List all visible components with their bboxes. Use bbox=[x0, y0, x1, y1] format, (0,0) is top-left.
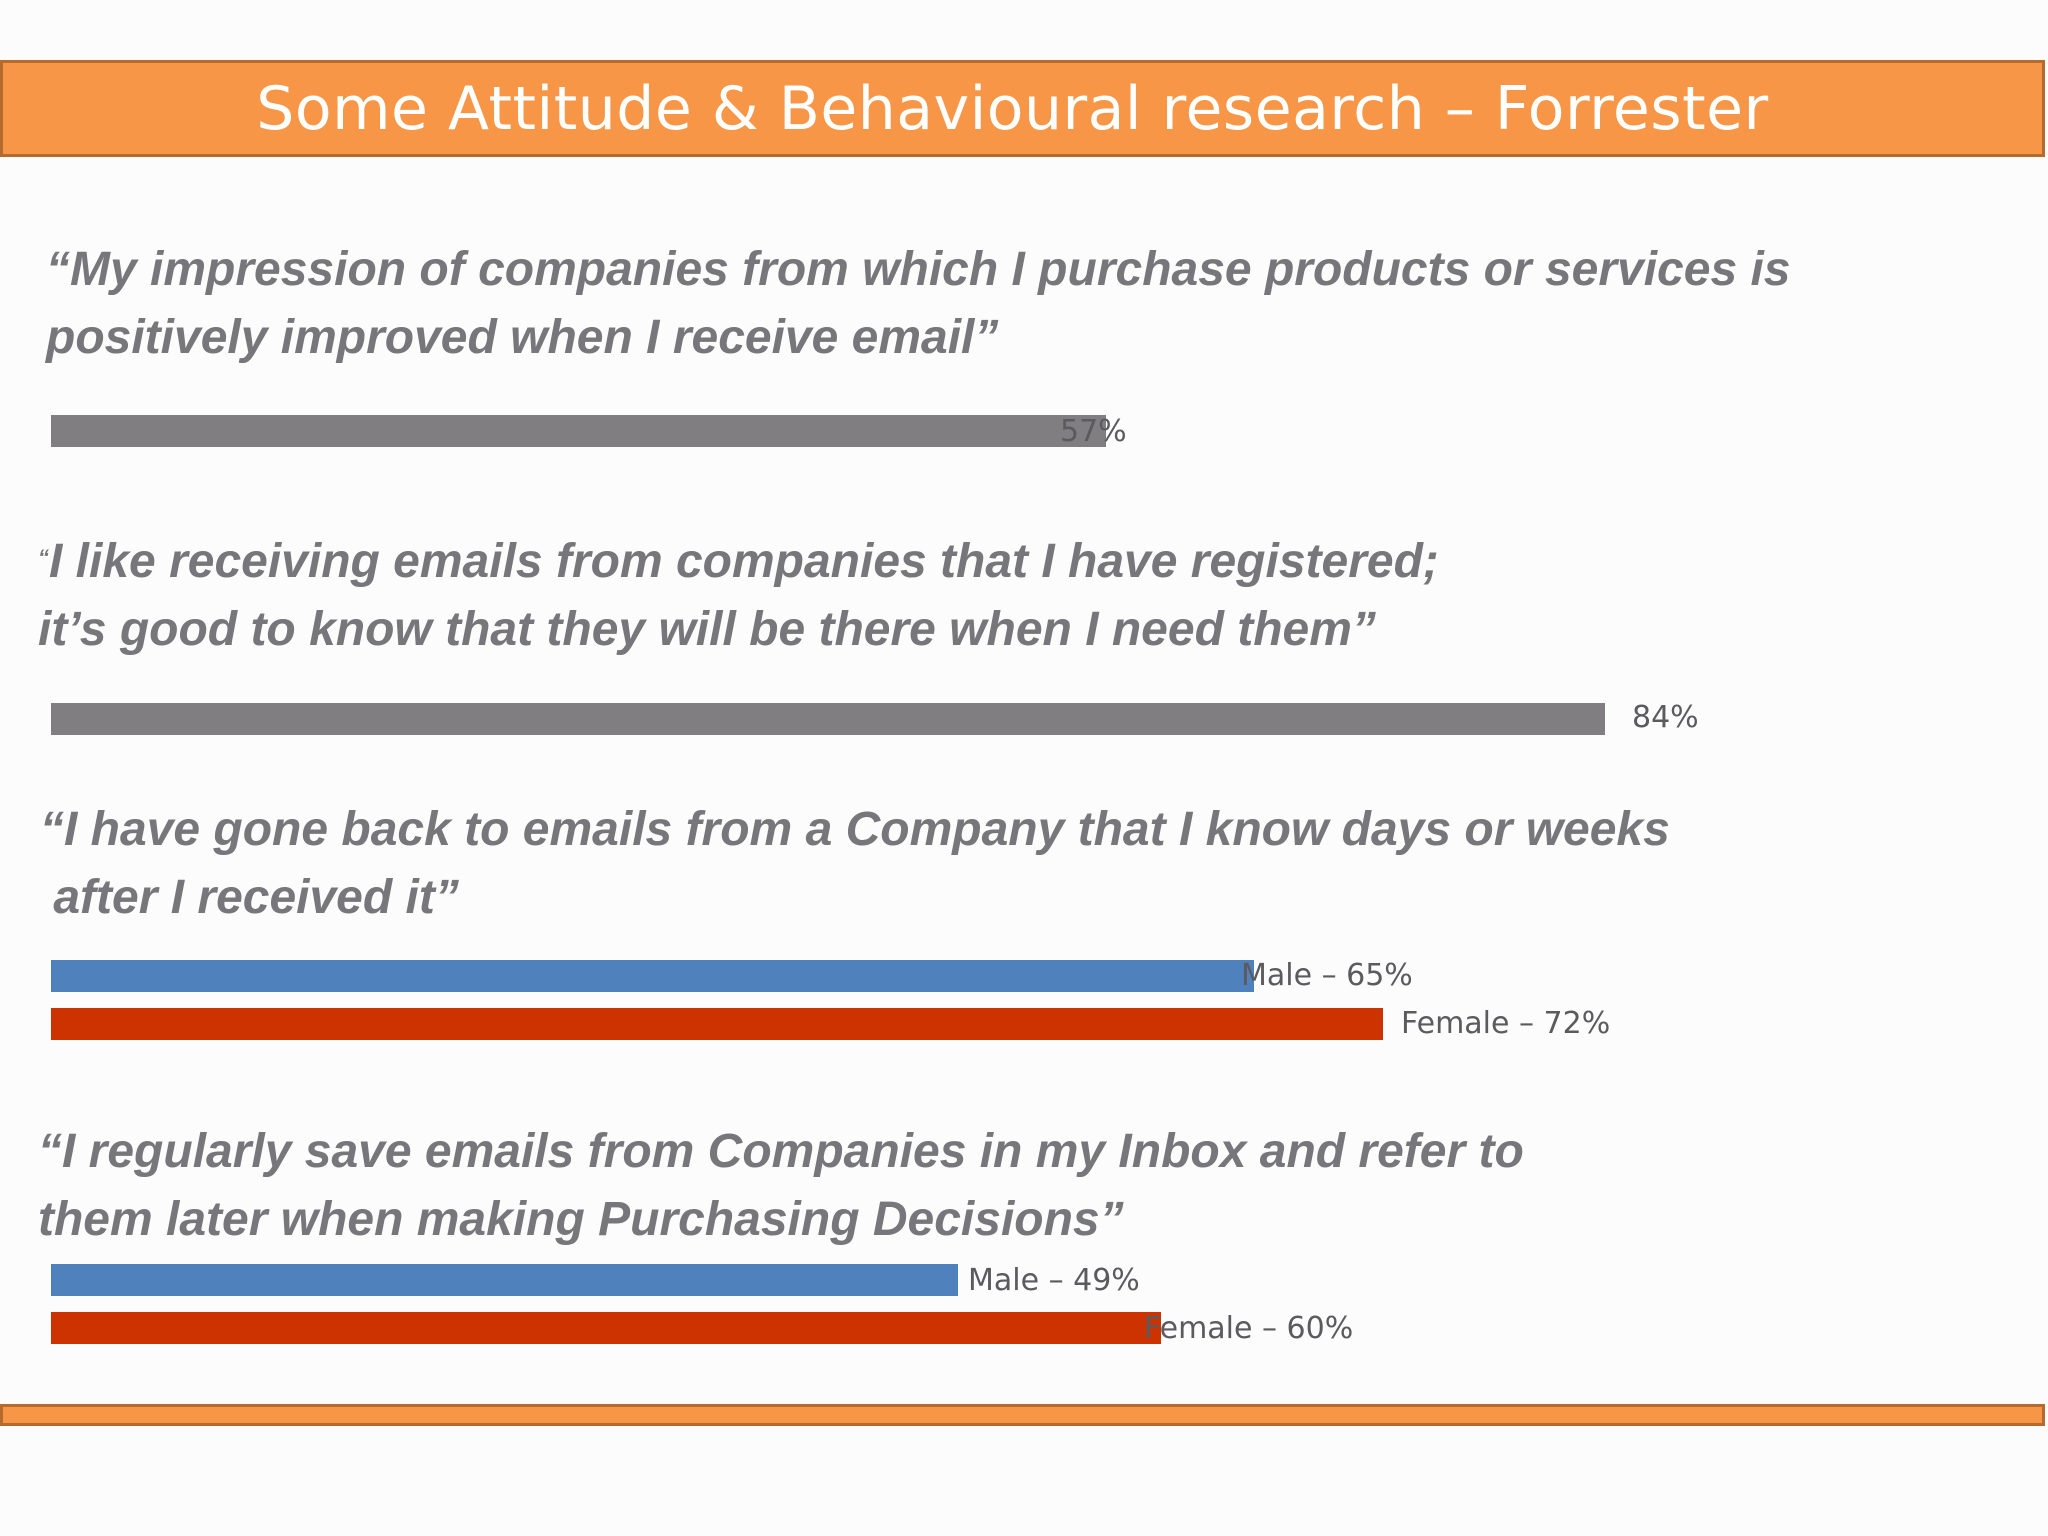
quote-2-line-2: it’s good to know that they will be ther… bbox=[38, 603, 1376, 656]
title-bar: Some Attitude & Behavioural research – F… bbox=[0, 60, 2045, 157]
bar-4-male bbox=[51, 1264, 958, 1296]
quote-4-line-2: them later when making Purchasing Decisi… bbox=[38, 1193, 1124, 1246]
bottom-rule bbox=[0, 1404, 2045, 1426]
bar-4-female-label: Female – 60% bbox=[1144, 1311, 1354, 1346]
bar-4-male-label: Male – 49% bbox=[968, 1263, 1140, 1298]
bar-4-female bbox=[51, 1312, 1161, 1344]
quote-2-line-1-text: I like receiving emails from companies t… bbox=[49, 535, 1439, 588]
quote-3-line-1: “I have gone back to emails from a Compa… bbox=[40, 803, 1670, 856]
quote-1-line-2: positively improved when I receive email… bbox=[46, 311, 999, 364]
bar-3-male-label: Male – 65% bbox=[1241, 958, 1413, 993]
quote-1-line-1: “My impression of companies from which I… bbox=[46, 243, 1791, 296]
quote-2-open-mark: “ bbox=[38, 545, 49, 570]
bar-2-overall-label: 84% bbox=[1632, 700, 1699, 735]
quote-3-line-2: after I received it” bbox=[40, 871, 459, 924]
bar-1-overall bbox=[51, 415, 1106, 447]
quote-4-line-1: “I regularly save emails from Companies … bbox=[38, 1125, 1524, 1178]
bar-3-male bbox=[51, 960, 1254, 992]
quote-2: “I like receiving emails from companies … bbox=[38, 524, 1439, 664]
quote-4: “I regularly save emails from Companies … bbox=[38, 1118, 1524, 1254]
quote-2-line-1: “I like receiving emails from companies … bbox=[38, 524, 1439, 596]
bar-3-female bbox=[51, 1008, 1383, 1040]
slide-title: Some Attitude & Behavioural research – F… bbox=[256, 73, 1769, 144]
bar-2-overall bbox=[51, 703, 1605, 735]
bar-3-female-label: Female – 72% bbox=[1401, 1006, 1611, 1041]
quote-3: “I have gone back to emails from a Compa… bbox=[40, 796, 1670, 932]
quote-1: “My impression of companies from which I… bbox=[46, 236, 1791, 372]
bar-1-overall-label: 57% bbox=[1060, 414, 1127, 449]
